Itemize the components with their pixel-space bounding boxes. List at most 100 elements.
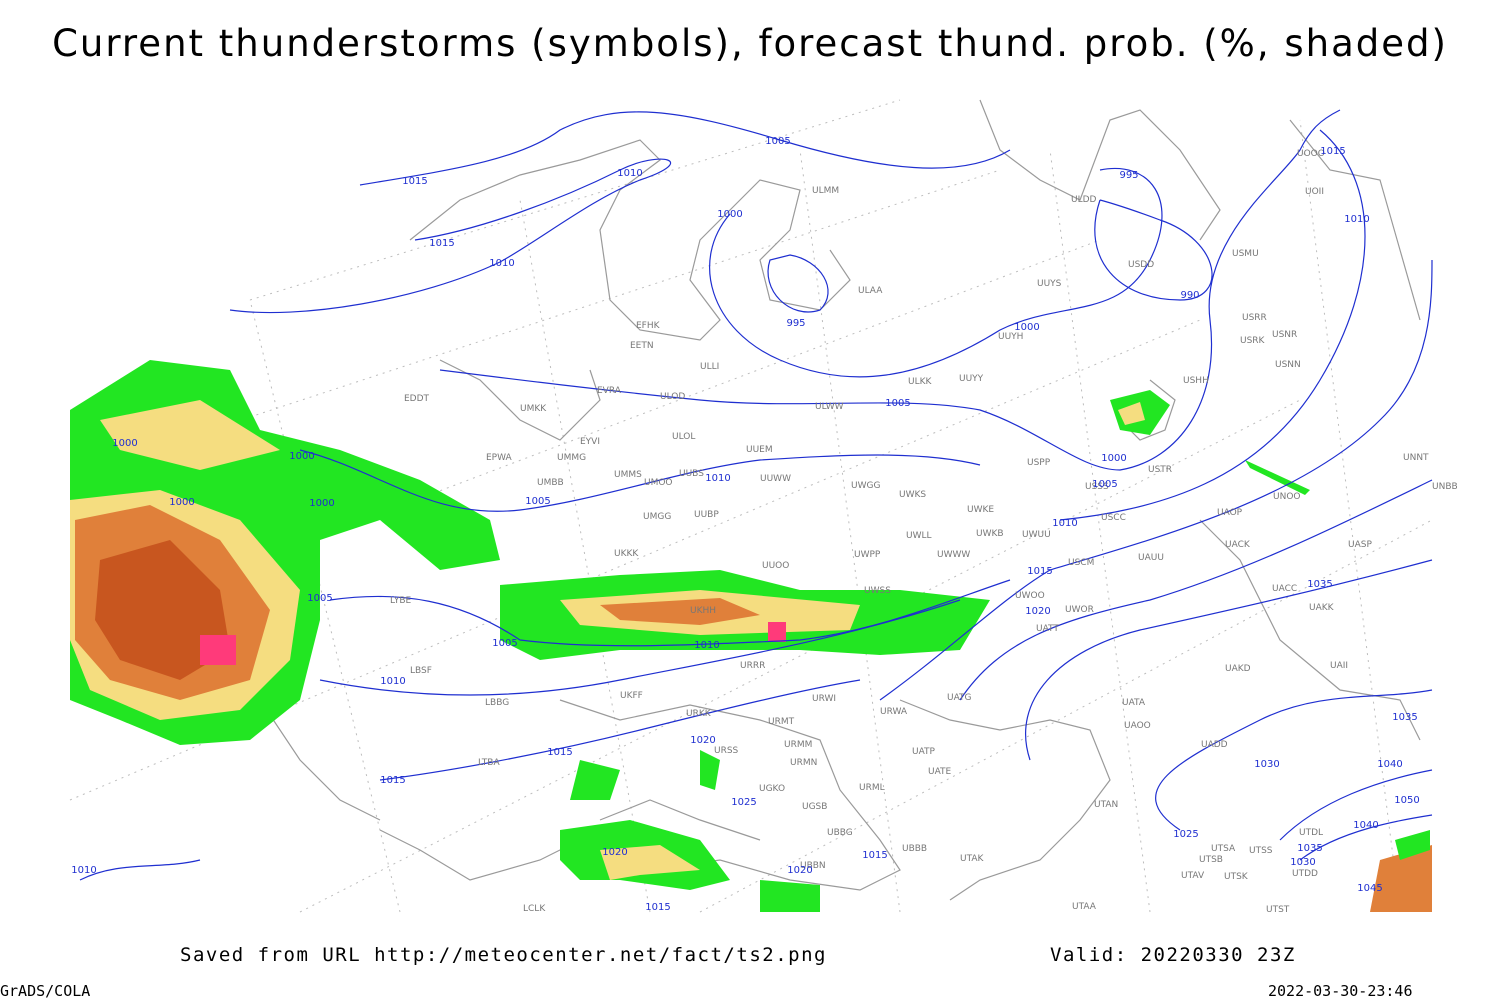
station-label: UTAA	[1072, 902, 1097, 912]
isobar-label: 1015	[1027, 566, 1052, 577]
station-label: UADD	[1201, 740, 1228, 750]
isobar-label: 1035	[1297, 843, 1322, 854]
station-label: UASP	[1348, 540, 1372, 550]
station-label: UATA	[1122, 698, 1146, 708]
station-label: ULAA	[858, 286, 883, 296]
station-label: EETN	[630, 341, 654, 351]
isobar-label: 995	[1119, 170, 1138, 181]
isobar-label: 1005	[885, 398, 910, 409]
station-label: EDDT	[404, 394, 430, 404]
station-label: UTAV	[1181, 871, 1205, 881]
thunderstorm-symbols	[200, 622, 786, 665]
isobar-label: 1005	[525, 496, 550, 507]
isobar-label: 1000	[309, 498, 334, 509]
station-label: UWKS	[899, 490, 926, 500]
station-label: UMOO	[644, 478, 673, 488]
station-label: UNOO	[1273, 492, 1301, 502]
station-label: URML	[859, 783, 885, 793]
station-label: LYBE	[390, 596, 411, 606]
station-label: EYVI	[580, 437, 600, 447]
isobar-label: 1040	[1377, 759, 1402, 770]
station-label: UAOP	[1217, 508, 1243, 518]
isobar-label: 1045	[1357, 883, 1382, 894]
isobar-label: 1020	[602, 847, 627, 858]
station-label: URRR	[740, 661, 765, 671]
isobar-label: 1015	[645, 902, 670, 913]
station-label: UUBS	[679, 469, 704, 479]
station-label: ULOL	[672, 432, 695, 442]
station-label: UMBB	[537, 478, 564, 488]
station-label: UKHH	[690, 606, 716, 616]
station-label: UOII	[1305, 187, 1324, 197]
isobar-label: 1050	[1394, 795, 1419, 806]
station-label: USDD	[1128, 260, 1154, 270]
isobar-label: 1005	[1092, 479, 1117, 490]
isobar-label: 1000	[169, 497, 194, 508]
isobar-label: 1015	[402, 176, 427, 187]
station-label: UAII	[1330, 661, 1348, 671]
isobar-label: 1010	[380, 676, 405, 687]
station-label: UACK	[1225, 540, 1251, 550]
graticule	[69, 99, 1433, 913]
station-label: UGSB	[802, 802, 827, 812]
isobar-label: 1020	[1025, 606, 1050, 617]
isobar-label: 1005	[765, 136, 790, 147]
station-label: UWKB	[976, 529, 1004, 539]
station-label: UWSS	[864, 586, 891, 596]
station-label: UTSK	[1224, 872, 1249, 882]
station-label: UMMS	[614, 470, 642, 480]
isobar-label: 1010	[705, 473, 730, 484]
station-label: UUOO	[762, 561, 789, 571]
station-label: UAKK	[1309, 603, 1335, 613]
station-label: UNNT	[1403, 453, 1429, 463]
station-label: UUYS	[1037, 279, 1062, 289]
valid-time: Valid: 20220330 23Z	[1050, 944, 1296, 966]
isobar-label: 1020	[787, 865, 812, 876]
station-label: UWOR	[1065, 605, 1094, 615]
station-label: UWWW	[937, 550, 970, 560]
station-label: EVRA	[597, 386, 622, 396]
station-label: USRR	[1242, 313, 1267, 323]
isobar-label: 1030	[1290, 857, 1315, 868]
station-label: LCLK	[523, 904, 546, 914]
software: GrADS/COLA	[0, 982, 90, 1000]
station-label: UAOO	[1124, 721, 1151, 731]
isobar-label: 1010	[71, 865, 96, 876]
station-label: UKKK	[614, 549, 639, 559]
isobar-label: 1035	[1307, 579, 1332, 590]
station-label: UWLL	[906, 531, 932, 541]
thunderstorm-probability	[70, 360, 1432, 912]
station-label: URMN	[790, 758, 817, 768]
isobar-label: 1015	[1320, 146, 1345, 157]
isobar-label: 1025	[731, 797, 756, 808]
station-label: USCC	[1101, 513, 1126, 523]
station-label: LBBG	[485, 698, 509, 708]
isobar-label: 1025	[1173, 829, 1198, 840]
station-label: USCM	[1068, 558, 1094, 568]
map-labels: EFHK EETN EVRA ULOD UMKK EYVI ULOL UUEM UMMG EPWA…	[71, 136, 1457, 915]
isobar-label: 1030	[1254, 759, 1279, 770]
timestamp: 2022-03-30-23:46	[1268, 982, 1413, 1000]
station-label: URMT	[768, 717, 795, 727]
isobar-label: 1020	[690, 735, 715, 746]
station-label: UTSA	[1211, 844, 1236, 854]
isobar-label: 1000	[1014, 322, 1039, 333]
station-label: URWI	[812, 694, 836, 704]
isobar-label: 1010	[617, 168, 642, 179]
map-frame	[68, 88, 1433, 913]
station-label: UBBB	[902, 844, 927, 854]
isobar-label: 1015	[380, 775, 405, 786]
title: Current thunderstorms (symbols), forecas…	[52, 22, 1448, 65]
isobar-label: 1010	[694, 640, 719, 651]
station-label: UWKE	[967, 505, 994, 515]
station-label: UMKK	[520, 404, 547, 414]
station-label: LTBA	[478, 758, 500, 768]
station-label: USNR	[1272, 330, 1297, 340]
station-label: UTSS	[1249, 846, 1273, 856]
station-label: UTSB	[1199, 855, 1223, 865]
isobar-label: 1000	[1101, 453, 1126, 464]
isobar-label: 1015	[547, 747, 572, 758]
station-label: USRK	[1240, 336, 1266, 346]
station-label: UGKO	[759, 784, 785, 794]
isobar-label: 1010	[1344, 214, 1369, 225]
